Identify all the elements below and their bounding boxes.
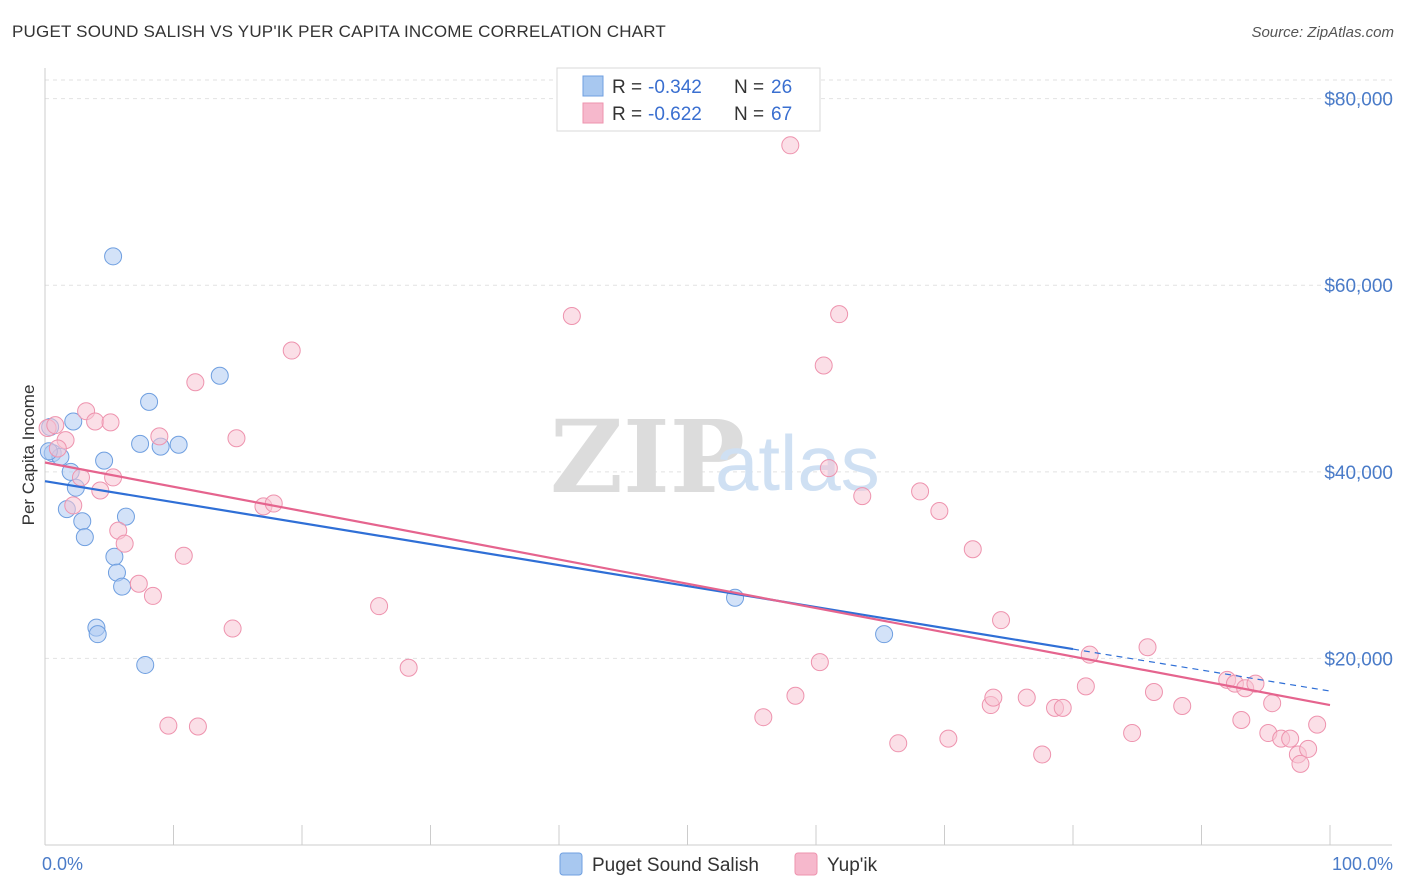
trend-line-salish-extension [1072,648,1331,692]
trend-line-salish [44,480,1074,651]
point-yupik [754,708,773,727]
legend-r-value-1: -0.342 [648,77,702,98]
legend-n-label-1: N = [734,77,764,98]
point-yupik [1173,696,1192,715]
tick-labels: $20,000 $40,000 $60,000 $80,000 0.0% 100.0% [42,90,1393,874]
point-yupik [150,427,169,446]
point-yupik [1076,677,1095,696]
gridlines [45,79,1392,659]
y-tick-label: $40,000 [1324,463,1393,484]
point-yupik [1123,724,1142,743]
point-puget-sound-salish [104,247,123,266]
point-yupik [853,487,872,506]
bottom-legend-label-yupik: Yup'ik [827,855,878,876]
point-yupik [1299,739,1318,758]
x-tick-label-min: 0.0% [42,854,83,874]
point-yupik [939,729,958,748]
point-yupik [186,373,205,392]
y-tick-label: $20,000 [1324,649,1393,670]
point-puget-sound-salish [113,577,132,596]
legend-r-value-2: -0.622 [648,104,702,125]
bottom-legend-swatch-yupik [794,852,818,876]
bottom-legend-label-salish: Puget Sound Salish [592,855,759,876]
point-yupik [188,717,207,736]
legend-n-value-1: 26 [771,77,792,98]
point-yupik [223,619,242,638]
point-yupik [1144,683,1163,701]
point-yupik [101,413,120,432]
legend-r-label-1: R = [612,77,642,98]
trend-line-yupik [44,461,1331,707]
legend-r-label-2: R = [612,104,642,125]
point-yupik [143,586,162,605]
point-puget-sound-salish [75,528,94,547]
legend-n-label-2: N = [734,104,764,125]
point-yupik [46,416,65,435]
chart-title: PUGET SOUND SALISH VS YUP'IK PER CAPITA … [12,22,666,41]
point-puget-sound-salish [136,655,155,674]
watermark-atlas: atlas [715,419,880,507]
point-yupik [1232,710,1251,729]
point-yupik [963,540,982,559]
point-yupik [911,482,930,501]
watermark-zip: ZIP [550,398,745,516]
point-puget-sound-salish [140,392,159,411]
point-yupik [814,356,833,375]
point-puget-sound-salish [73,512,92,531]
point-yupik [1291,754,1310,773]
legend-swatch-salish [582,75,604,97]
correlation-legend: R = -0.342 N = 26 R = -0.622 N = 67 [556,67,821,132]
point-yupik [129,574,148,593]
point-yupik [830,305,849,324]
point-yupik [370,597,389,616]
point-yupik [889,734,908,753]
legend-n-value-2: 67 [771,104,792,125]
point-puget-sound-salish [169,435,188,454]
point-puget-sound-salish [116,507,135,526]
point-yupik [159,716,178,735]
y-tick-label: $80,000 [1324,90,1393,111]
point-yupik [115,534,134,553]
point-yupik [1263,694,1282,713]
legend-swatch-yupik [582,102,604,124]
point-yupik [399,658,418,677]
point-yupik [1138,638,1157,657]
point-puget-sound-salish [875,625,894,644]
y-axis-title: Per Capita Income [19,385,38,526]
point-puget-sound-salish [95,451,114,470]
trend-lines [44,461,1331,707]
point-yupik [992,611,1011,630]
point-puget-sound-salish [64,412,83,431]
point-yupik [1281,729,1300,748]
point-yupik [1017,688,1036,707]
y-tick-label: $60,000 [1324,276,1393,297]
point-yupik [86,412,105,431]
point-puget-sound-salish [210,366,229,385]
point-yupik [562,307,581,326]
point-yupik [786,686,805,705]
data-points [38,136,1327,773]
point-yupik [1053,698,1072,717]
x-tick-label-max: 100.0% [1332,854,1393,874]
point-yupik [1308,715,1327,734]
point-yupik [984,688,1003,707]
point-yupik [227,429,246,448]
series-legend: Puget Sound Salish Yup'ik [559,852,878,876]
point-puget-sound-salish [131,434,150,453]
watermark: ZIP atlas [550,398,880,516]
point-puget-sound-salish [88,625,107,644]
bottom-legend-swatch-salish [559,852,583,876]
point-yupik [930,502,949,521]
point-yupik [282,341,301,360]
point-yupik [64,496,83,515]
point-yupik [810,653,829,672]
point-yupik [781,136,800,155]
point-yupik [174,546,193,565]
point-yupik [1033,745,1052,764]
point-yupik [48,439,67,458]
point-yupik [819,459,838,478]
source-label: Source: ZipAtlas.com [1251,24,1394,41]
